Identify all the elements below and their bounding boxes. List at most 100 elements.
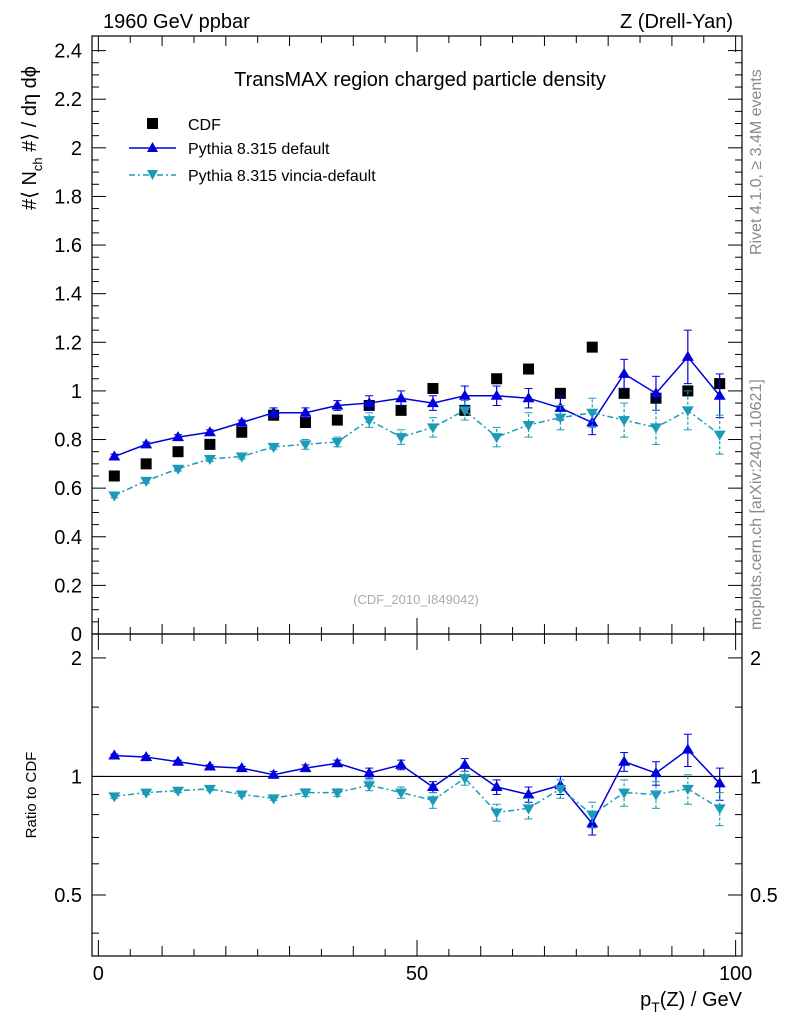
main-point-default [426, 397, 439, 408]
main-point-default [140, 438, 153, 449]
side-label-top: Rivet 4.1.0, ≥ 3.4M events [748, 69, 765, 255]
main-ytick-label: 1.2 [54, 332, 82, 354]
main-point-vincia [299, 440, 312, 451]
main-point-vincia [618, 416, 631, 427]
main-point-vincia [522, 420, 535, 431]
main-point-vincia [490, 433, 503, 444]
ratio-ylabel: Ratio to CDF [23, 752, 40, 839]
main-line-default [114, 355, 721, 458]
ratio-ytick-label-right: 2 [750, 648, 761, 670]
ratio-series [108, 733, 726, 836]
ratio-point-vincia [681, 784, 694, 795]
ratio-xtick-label: 100 [719, 963, 752, 985]
main-point-default [395, 392, 408, 403]
main-point-vincia [267, 442, 280, 453]
main-point-cdf [236, 426, 248, 438]
ratio-point-vincia [395, 788, 408, 799]
main-point-default [490, 389, 503, 400]
main-point-cdf [108, 470, 120, 482]
main-point-vincia [395, 433, 408, 444]
main-point-cdf [523, 363, 535, 375]
main-point-vincia [713, 430, 726, 441]
main-ytick-label: 0 [71, 624, 82, 646]
ratio-point-default [203, 760, 216, 771]
main-point-default [172, 431, 185, 442]
main-point-cdf [395, 404, 407, 416]
ylabel-sub: ch [30, 157, 45, 171]
main-ytick-label: 2.2 [54, 89, 82, 111]
ratio-line-default [114, 748, 721, 825]
ratio-ytick-label-right: 0.5 [750, 885, 778, 907]
main-point-vincia [681, 406, 694, 417]
ratio-point-vincia [649, 790, 662, 801]
ratio-point-default [299, 762, 312, 773]
ratio-line-vincia [114, 777, 721, 816]
ratio-point-default [108, 749, 121, 760]
legend-marker-default [147, 142, 158, 152]
main-point-cdf [299, 417, 311, 429]
main-point-vincia [649, 423, 662, 434]
legend-label-vincia: Pythia 8.315 vincia-default [188, 168, 376, 185]
ratio-point-vincia [172, 786, 185, 797]
main-point-default [649, 387, 662, 398]
ratio-point-vincia [554, 784, 567, 795]
main-point-default [713, 389, 726, 400]
ratio-point-default [618, 755, 631, 766]
ratio-point-vincia [618, 788, 631, 799]
main-point-vincia [108, 491, 121, 502]
main-point-cdf [586, 341, 598, 353]
ratio-point-default [426, 781, 439, 792]
header-right: Z (Drell-Yan) [620, 11, 733, 33]
main-point-vincia [140, 476, 153, 487]
main-point-default [363, 397, 376, 408]
main-ytick-label: 1.4 [54, 284, 82, 306]
side-label-bottom: mcplots.cern.ch [arXiv:2401.10621] [748, 379, 765, 630]
legend-label-cdf: CDF [188, 117, 221, 134]
main-ytick-label: 1 [71, 381, 82, 403]
ratio-point-default [331, 757, 344, 768]
header-left: 1960 GeV ppbar [103, 11, 250, 33]
main-point-vincia [458, 406, 471, 417]
ratio-point-vincia [713, 804, 726, 815]
ratio-point-vincia [586, 810, 599, 821]
xlabel: pT(Z) / GeV [640, 989, 743, 1015]
ratio-point-default [267, 768, 280, 779]
main-point-default [299, 406, 312, 417]
xlabel-pre: p [640, 989, 651, 1011]
ratio-point-vincia [331, 788, 344, 799]
ratio-point-vincia [140, 788, 153, 799]
ratio-point-default [235, 762, 248, 773]
main-point-default [267, 406, 280, 417]
main-point-default [618, 367, 631, 378]
ratio-point-default [490, 781, 503, 792]
ratio-point-default [458, 758, 471, 769]
main-ytick-label: 0.6 [54, 478, 82, 500]
xlabel-post: (Z) / GeV [660, 989, 743, 1011]
ratio-point-default [649, 767, 662, 778]
ratio-point-default [681, 743, 694, 754]
main-point-cdf [172, 446, 184, 458]
main-point-cdf [618, 387, 630, 399]
main-ytick-label: 0.2 [54, 575, 82, 597]
ratio-xtick-label: 0 [93, 963, 104, 985]
legend-marker-vincia [147, 170, 158, 180]
ratio-point-vincia [267, 794, 280, 805]
ratio-panel-frame [91, 633, 743, 957]
ratio-point-default [713, 777, 726, 788]
ratio-point-vincia [235, 790, 248, 801]
ratio-point-vincia [522, 804, 535, 815]
main-point-default [331, 399, 344, 410]
main-point-vincia [172, 464, 185, 475]
main-point-default [681, 350, 694, 361]
main-ytick-label: 1.6 [54, 235, 82, 257]
legend-marker-cdf [147, 118, 158, 129]
legend: CDF Pythia 8.315 default Pythia 8.315 vi… [129, 117, 376, 185]
main-point-vincia [586, 408, 599, 419]
main-series [108, 329, 726, 502]
main-point-cdf [331, 414, 343, 426]
ratio-point-default [363, 767, 376, 778]
main-ytick-label: 0.8 [54, 430, 82, 452]
legend-label-default: Pythia 8.315 default [188, 141, 330, 158]
main-title: TransMAX region charged particle density [234, 69, 606, 91]
ratio-point-default [522, 788, 535, 799]
